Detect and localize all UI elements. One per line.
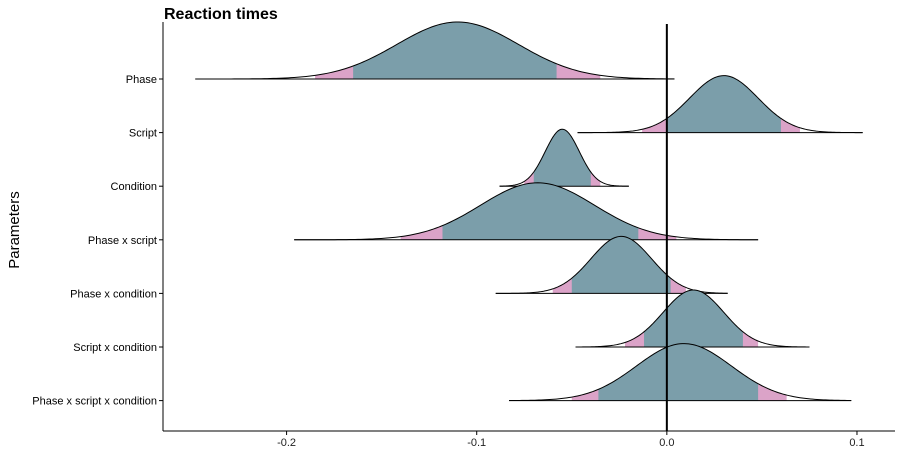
y-tick-label-phase-x-script-x-condition: Phase x script x condition — [32, 396, 157, 408]
ridge-phase — [195, 21, 675, 80]
ridge-phase-x-condition — [495, 235, 728, 294]
ridge-outline-script — [577, 75, 863, 134]
ridge-phase-x-script-x-condition — [509, 343, 852, 402]
ridge-inner-interval-phase — [353, 22, 557, 79]
y-tick-label-phase-x-script: Phase x script — [88, 235, 157, 247]
ridge-inner-interval-phase-x-script — [442, 182, 639, 240]
ridge-script-x-condition — [575, 289, 810, 348]
y-tick-label-phase: Phase — [126, 74, 157, 86]
ridge-inner-interval-phase-x-script-x-condition — [598, 343, 759, 401]
ridge-inner-interval-condition — [533, 129, 591, 187]
ridge-phase-x-script — [294, 182, 759, 241]
ridge-outline-phase-x-script-x-condition — [509, 343, 852, 402]
ridges-layer — [195, 21, 863, 402]
y-tick-label-condition: Condition — [111, 181, 157, 193]
x-tick-label: -0.1 — [467, 437, 486, 449]
x-tick-label: -0.2 — [277, 437, 296, 449]
ridge-inner-interval-script — [666, 75, 781, 133]
ridge-outline-condition — [499, 128, 629, 187]
y-axis-label: Parameters — [6, 191, 23, 269]
y-tick-label-phase-x-condition: Phase x condition — [70, 288, 157, 300]
ridge-outline-phase-x-script — [294, 182, 759, 241]
ridge-outline-phase-x-condition — [495, 235, 728, 294]
chart-title: Reaction times — [164, 6, 278, 23]
y-tick-label-script: Script — [129, 128, 157, 140]
x-tick-label: 0.1 — [849, 437, 864, 449]
ridge-outline-phase — [195, 21, 675, 80]
y-tick-label-script-x-condition: Script x condition — [73, 342, 157, 354]
ridge-outline-script-x-condition — [575, 289, 810, 348]
ridge-inner-interval-script-x-condition — [644, 290, 743, 347]
axes-layer: Phase Script Condition Phase x script Phase … — [32, 22, 895, 449]
ridge-inner-interval-phase-x-condition — [571, 236, 671, 294]
ridge-script — [577, 75, 863, 134]
ridge-condition — [499, 128, 629, 187]
x-tick-label: 0.0 — [659, 437, 674, 449]
